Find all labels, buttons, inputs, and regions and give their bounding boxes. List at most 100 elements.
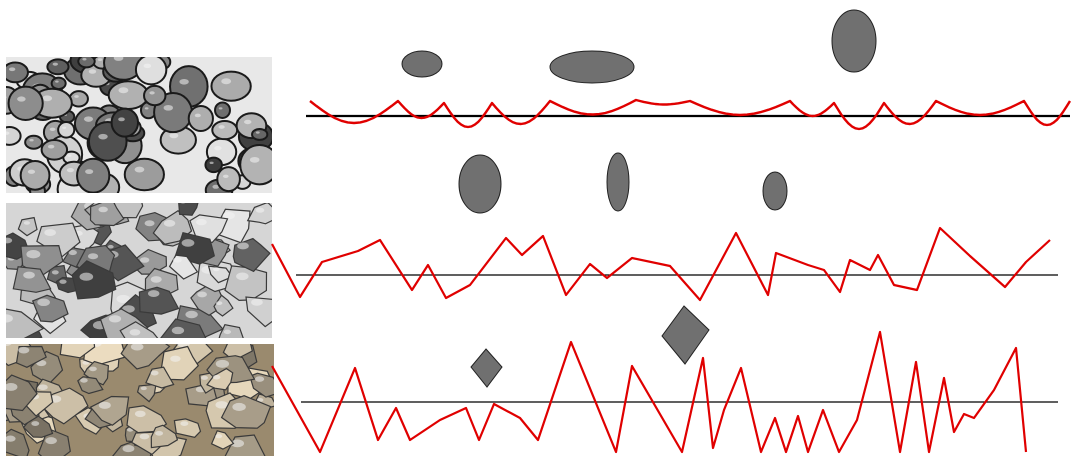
grain: [210, 70, 252, 102]
grain-highlight: [244, 119, 252, 125]
grain-highlight: [107, 244, 114, 249]
grain-highlight: [51, 270, 59, 275]
grain-photo-subangular: [6, 203, 272, 338]
grain-highlight: [26, 250, 41, 259]
grain: [120, 344, 171, 370]
grain-highlight: [232, 402, 246, 411]
grain-highlight: [251, 298, 263, 306]
grain-highlight: [62, 126, 67, 130]
grain-highlight: [223, 329, 232, 335]
grain-highlight: [196, 218, 207, 226]
grain-highlight: [98, 133, 108, 140]
grain-highlight: [215, 301, 223, 306]
grain-highlight: [67, 154, 72, 157]
grain-highlight: [163, 104, 174, 111]
grain: [7, 85, 44, 121]
grain-highlight: [6, 344, 12, 347]
grain: [150, 424, 179, 449]
grain-highlight: [8, 67, 16, 72]
grain: [160, 345, 200, 381]
grain-highlight: [163, 219, 176, 227]
grain-highlight: [201, 375, 208, 380]
grain-highlight: [181, 239, 195, 247]
grain: [213, 294, 234, 317]
grain: [251, 127, 269, 141]
grain: [77, 57, 96, 69]
grain: [6, 126, 22, 146]
grain: [119, 321, 159, 338]
grain-highlight: [52, 62, 58, 66]
particle-ellipse: [549, 50, 635, 84]
grain: [71, 260, 117, 300]
grain-highlight: [74, 95, 79, 98]
grain-highlight: [108, 315, 122, 323]
grain-highlight: [256, 398, 264, 402]
grain-highlight: [150, 370, 159, 376]
grain-highlight: [218, 107, 223, 110]
grain-highlight: [42, 95, 53, 102]
grain-highlight: [249, 156, 260, 163]
grain-highlight: [80, 378, 88, 383]
profile-line-angular: [271, 330, 1028, 454]
grain: [218, 324, 244, 338]
grain-highlight: [37, 298, 50, 307]
grain-highlight: [197, 291, 207, 298]
grain-highlight: [6, 435, 16, 442]
particle-ellipse: [762, 171, 788, 211]
grain: [50, 76, 67, 91]
grain-highlight: [144, 220, 155, 227]
grain: [178, 203, 199, 216]
grain-highlight: [215, 359, 230, 368]
grain-highlight: [185, 310, 198, 319]
grain-highlight: [180, 421, 189, 426]
grain-highlight: [27, 169, 36, 174]
grain-highlight: [254, 376, 265, 382]
grain: [6, 308, 45, 338]
grain-highlight: [215, 401, 228, 409]
grain: [214, 101, 231, 119]
grain-highlight: [230, 439, 245, 448]
grain-highlight: [79, 272, 94, 281]
grain-highlight: [98, 206, 108, 213]
grain-highlight: [172, 257, 182, 263]
grain-highlight: [83, 116, 94, 122]
grain-highlight: [155, 430, 164, 436]
grain-highlight: [97, 58, 103, 62]
grain-highlight: [6, 314, 13, 323]
grain-highlight: [44, 229, 56, 237]
grain-highlight: [98, 401, 111, 409]
grain-highlight: [150, 276, 162, 283]
particle-ellipse: [401, 50, 443, 78]
grain-photo-subangular-image: [6, 203, 272, 338]
grain-highlight: [255, 131, 260, 134]
grain: [216, 166, 241, 193]
grain-highlight: [17, 96, 26, 102]
grain-highlight: [116, 294, 131, 304]
grain: [220, 395, 272, 429]
grain: [57, 121, 76, 139]
grain-highlight: [89, 366, 97, 372]
grain-highlight: [143, 63, 152, 69]
grain-highlight: [237, 242, 249, 250]
grain: [24, 134, 44, 150]
grain-highlight: [18, 346, 30, 354]
grain-highlight: [194, 113, 201, 118]
grain: [59, 344, 96, 359]
grain: [123, 157, 165, 192]
grain-highlight: [23, 221, 30, 225]
grain-highlight: [31, 421, 40, 426]
grain-highlight: [49, 127, 56, 132]
grain-highlight: [212, 184, 220, 189]
grain: [46, 58, 70, 76]
particle-diamond: [470, 348, 503, 388]
grain-highlight: [45, 437, 57, 445]
grain-highlight: [134, 410, 146, 418]
grain-highlight: [85, 169, 94, 175]
grain-photo-rounded-image: [6, 57, 272, 193]
grain-highlight: [212, 267, 220, 272]
grain-highlight: [215, 434, 223, 439]
grain: [134, 57, 168, 86]
particles-row-1: [401, 9, 877, 84]
grain: [160, 318, 207, 338]
